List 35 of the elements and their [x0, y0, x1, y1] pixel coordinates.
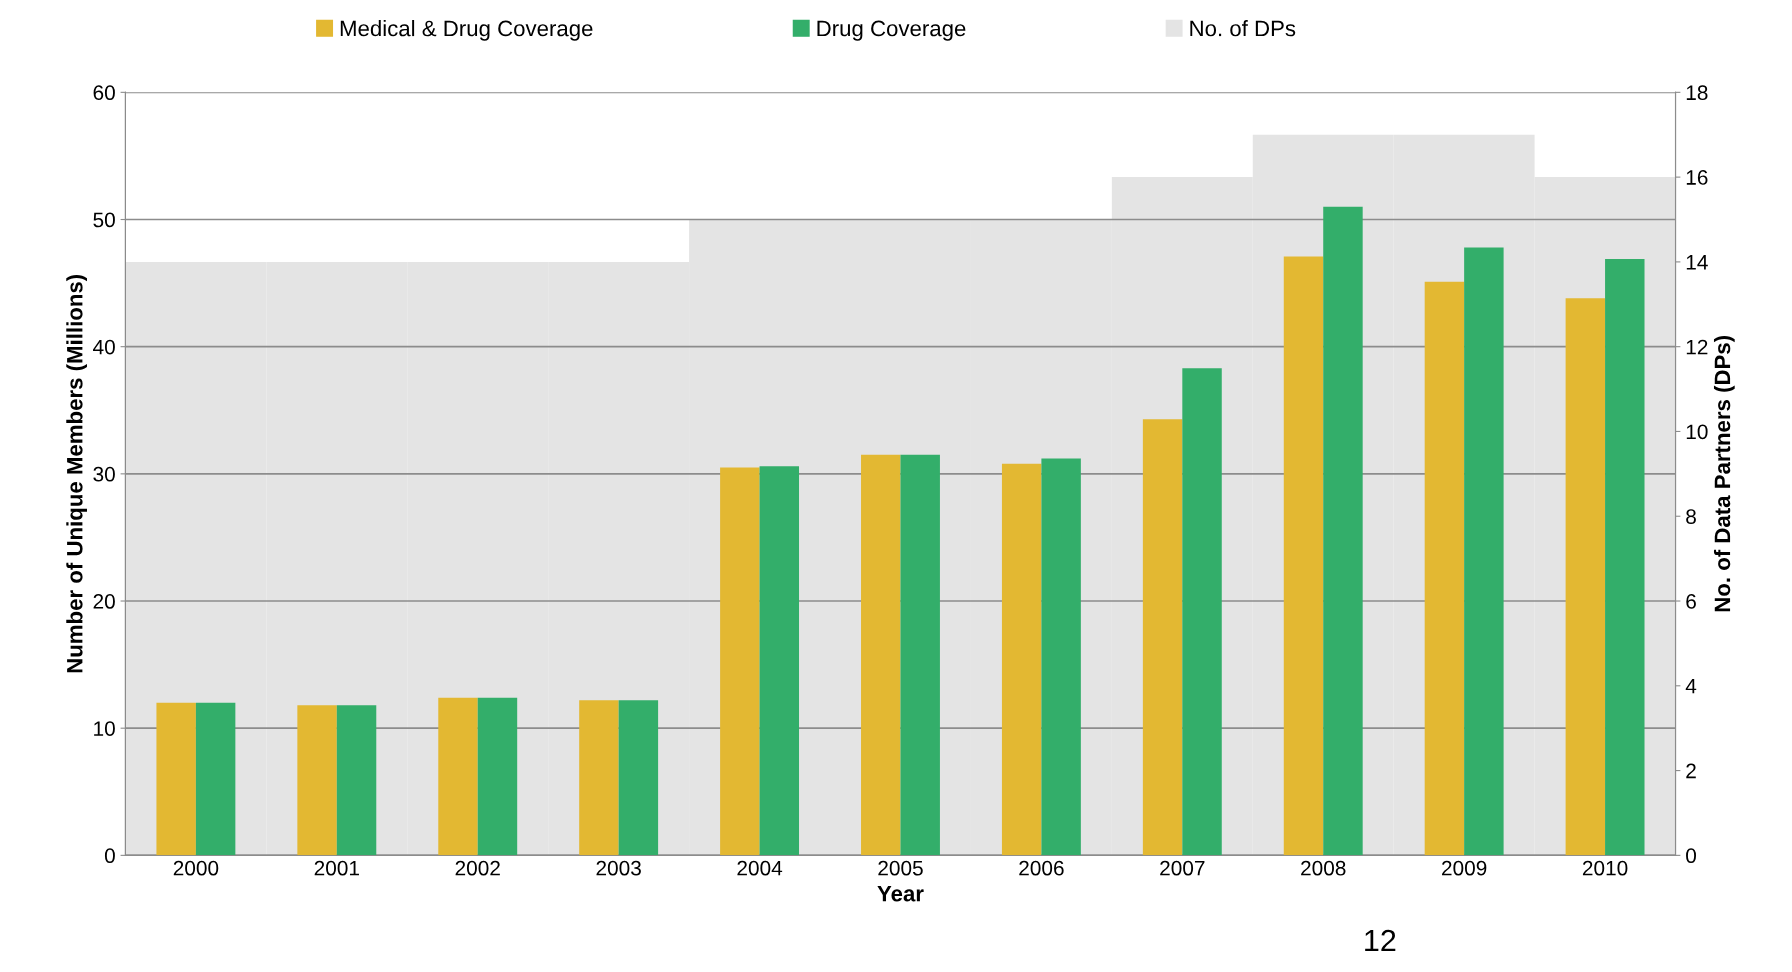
y2-tick-label: 14 [1686, 255, 1708, 270]
x-tick-label: 2008 [1301, 860, 1346, 876]
y2-tick-label: 10 [1686, 424, 1708, 440]
x-tick-label: 2006 [1019, 860, 1064, 876]
y2-tick-label: 12 [1686, 339, 1708, 355]
y2-tick-label: 16 [1686, 170, 1708, 185]
y-tick-label: 50 [93, 212, 115, 228]
y-axis-title: Number of Unique Members (Millions) [66, 274, 87, 673]
legend-label: Drug Coverage [817, 20, 966, 41]
x-tick-label: 2005 [878, 860, 923, 876]
legend-label: Medical & Drug Coverage [340, 20, 593, 41]
x-tick-label: 2002 [455, 860, 500, 876]
y2-tick-label: 2 [1686, 763, 1696, 779]
text: 12 [1365, 929, 1396, 952]
y2-tick-label: 0 [1686, 848, 1697, 864]
y2-axis-title: No. of Data Partners (DPs) [1713, 336, 1735, 612]
y-tick-label: 0 [104, 848, 115, 864]
legend-label: No. of DPs [1190, 20, 1296, 37]
y-tick-label: 40 [93, 339, 115, 355]
y2-tick-label: 8 [1686, 509, 1696, 524]
y2-tick-label: 6 [1686, 594, 1696, 609]
x-tick-label: 2004 [737, 860, 783, 876]
y-tick-label: 60 [93, 85, 115, 101]
x-tick-label: 2001 [314, 860, 359, 876]
y-tick-label: 10 [94, 721, 115, 736]
x-tick-label: 2003 [596, 860, 641, 876]
x-axis-title: Year [877, 886, 924, 902]
x-tick-label: 2007 [1160, 860, 1205, 876]
x-tick-label: 2000 [173, 860, 219, 876]
x-tick-label: 2009 [1442, 860, 1487, 876]
y2-tick-label: 18 [1686, 85, 1708, 101]
y-tick-label: 30 [93, 466, 115, 482]
y-tick-label: 20 [93, 594, 115, 609]
y2-tick-label: 4 [1685, 679, 1697, 694]
x-tick-label: 2010 [1582, 860, 1628, 876]
